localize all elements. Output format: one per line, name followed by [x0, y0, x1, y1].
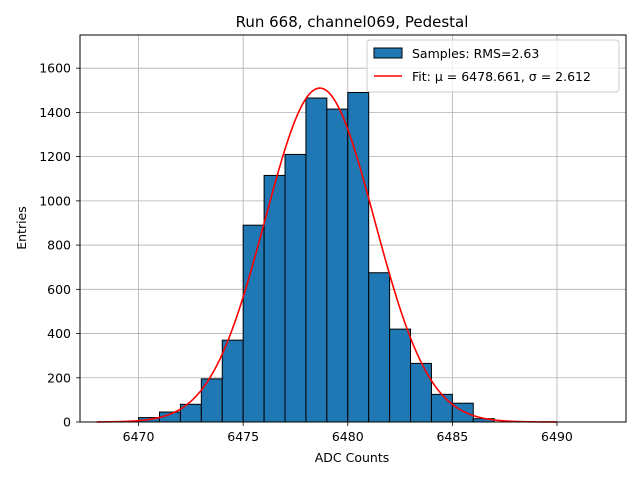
plot-frame	[79, 34, 627, 423]
histogram-bar	[410, 362, 432, 423]
legend-box	[366, 39, 620, 93]
y-tick-label: 1200	[39, 149, 71, 164]
x-tick-label: 6475	[227, 429, 259, 444]
fit-curve	[96, 87, 557, 423]
x-tick-label: 6485	[436, 429, 468, 444]
legend-label-samples: Samples: RMS=2.63	[412, 46, 539, 61]
y-tick-label: 1400	[39, 105, 71, 120]
bar-layer	[138, 91, 495, 423]
x-tick-label: 6490	[541, 429, 573, 444]
histogram-bar	[242, 224, 265, 423]
legend: Samples: RMS=2.63 Fit: μ = 6478.661, σ =…	[366, 39, 620, 93]
histogram-bar	[368, 272, 391, 423]
legend-bar-swatch	[373, 47, 403, 59]
y-tick-label: 400	[47, 326, 71, 341]
y-tick-label: 1000	[39, 193, 71, 208]
histogram-bar	[284, 153, 307, 423]
histogram-bar	[326, 108, 349, 423]
x-axis-label: ADC Counts	[315, 450, 390, 465]
legend-label-fit: Fit: μ = 6478.661, σ = 2.612	[412, 69, 591, 84]
histogram-bar	[221, 339, 244, 423]
histogram-bar	[430, 393, 453, 423]
chart-title: Run 668, channel069, Pedestal	[236, 13, 469, 31]
y-axis-label: Entries	[14, 206, 29, 250]
histogram-bar	[389, 328, 412, 423]
fit-curve-layer	[96, 87, 557, 423]
y-tick-label: 1600	[39, 61, 71, 76]
histogram-bar	[347, 91, 370, 423]
y-tick-label: 600	[47, 282, 71, 297]
x-tick-label: 6480	[332, 429, 364, 444]
histogram-bar	[305, 97, 328, 423]
y-tick-label: 800	[47, 238, 71, 253]
y-tick-label: 200	[47, 370, 71, 385]
tick-layer: 6470 6475 6480 6485 6490 0 200 400 600 800 1000 120…	[39, 61, 573, 444]
y-tick-label: 0	[63, 415, 71, 430]
x-tick-label: 6470	[123, 429, 155, 444]
